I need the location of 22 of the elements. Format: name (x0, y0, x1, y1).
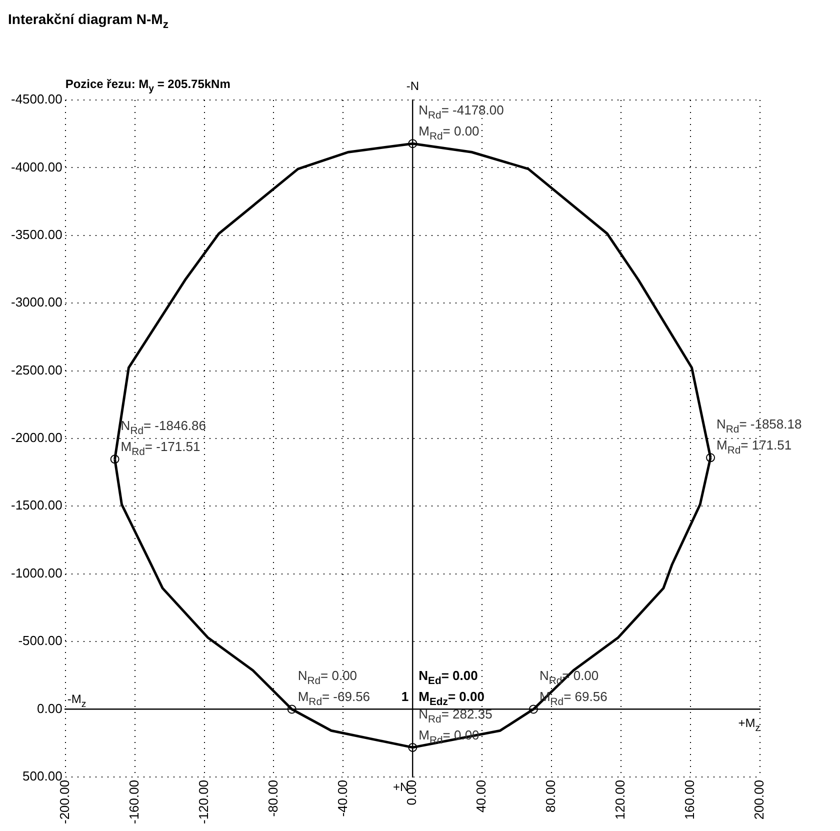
x-tick-label: -120.00 (196, 780, 211, 824)
y-tick-label: -1500.00 (10, 498, 62, 513)
y-tick-label: -3500.00 (10, 226, 62, 242)
annotation: 1 (401, 689, 409, 704)
y-tick-label: -2500.00 (10, 362, 62, 378)
x-tick-label: -80.00 (265, 780, 280, 817)
x-tick-label: 200.00 (752, 780, 767, 820)
x-tick-label: -40.00 (334, 780, 350, 817)
x-tick-label: 160.00 (682, 780, 698, 820)
x-tick-label: 80.00 (543, 780, 558, 812)
y-tick-label: -500.00 (18, 633, 62, 648)
y-tick-label: -4500.00 (10, 92, 62, 107)
x-tick-label: -160.00 (126, 780, 142, 824)
y-tick-label: 0.00 (37, 700, 62, 716)
x-tick-label: 120.00 (612, 780, 628, 820)
y-tick-label: -3000.00 (10, 294, 62, 310)
y-tick-label: -4000.00 (10, 159, 62, 174)
y-tick-label: -2000.00 (10, 430, 62, 446)
x-tick-label: 40.00 (474, 780, 489, 812)
y-tick-label: -1000.00 (10, 565, 62, 580)
x-tick-label: -200.00 (56, 780, 72, 824)
y-axis-title: -N (406, 79, 419, 93)
